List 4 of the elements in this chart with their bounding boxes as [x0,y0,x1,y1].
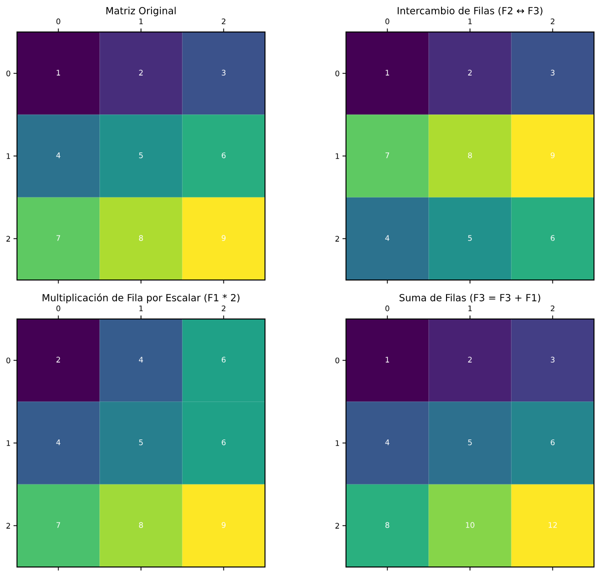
chart-title: Suma de Filas (F3 = F3 + F1) [400,294,540,302]
chart-title: Matriz Original [106,6,176,16]
chart-title: Intercambio de Filas (F2 ↔ F3) [398,6,542,16]
chart-title: Multiplicación de Fila por Escalar (F1 * 2) [42,293,240,304]
